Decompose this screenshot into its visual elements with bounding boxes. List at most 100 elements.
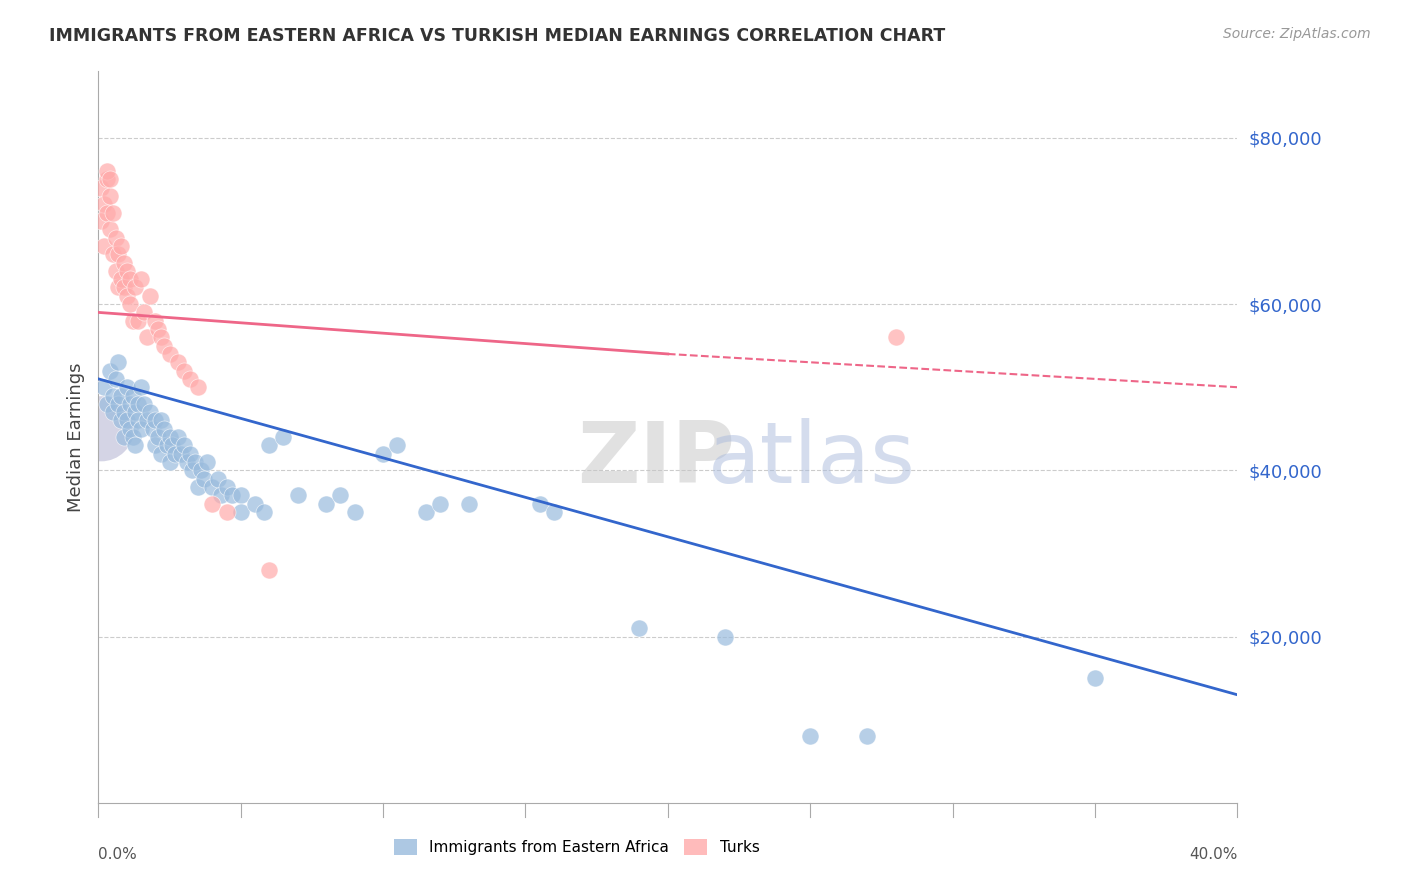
Point xyxy=(104,264,127,278)
Point xyxy=(129,272,152,286)
Point xyxy=(221,488,243,502)
Text: atlas: atlas xyxy=(707,417,915,500)
Point xyxy=(159,347,181,361)
Point xyxy=(173,438,195,452)
Point xyxy=(129,380,152,394)
Point xyxy=(118,397,141,411)
Point xyxy=(543,505,565,519)
Point xyxy=(148,430,170,444)
Point xyxy=(107,280,129,294)
Point xyxy=(101,247,124,261)
Point xyxy=(118,272,141,286)
Point xyxy=(141,422,163,436)
Point xyxy=(110,272,132,286)
Legend: Immigrants from Eastern Africa, Turks: Immigrants from Eastern Africa, Turks xyxy=(388,833,765,861)
Point xyxy=(229,488,252,502)
Point xyxy=(98,189,121,203)
Point xyxy=(132,397,155,411)
Point xyxy=(628,621,651,635)
Point xyxy=(153,422,176,436)
Point xyxy=(162,438,184,452)
Point xyxy=(259,563,281,577)
Point xyxy=(112,280,135,294)
Point xyxy=(101,405,124,419)
Point xyxy=(201,497,224,511)
Point xyxy=(184,455,207,469)
Point xyxy=(101,205,124,219)
Point xyxy=(138,289,160,303)
Point xyxy=(145,314,167,328)
Point xyxy=(110,388,132,402)
Point xyxy=(714,630,737,644)
Point xyxy=(187,380,209,394)
Point xyxy=(173,363,195,377)
Point xyxy=(129,422,152,436)
Point xyxy=(273,430,295,444)
Point xyxy=(159,455,181,469)
Point xyxy=(181,463,204,477)
Point xyxy=(343,505,366,519)
Point xyxy=(799,729,821,743)
Point xyxy=(167,355,190,369)
Point xyxy=(415,505,437,519)
Point xyxy=(179,372,201,386)
Point xyxy=(148,322,170,336)
Point xyxy=(118,297,141,311)
Point xyxy=(195,455,218,469)
Point xyxy=(167,430,190,444)
Point xyxy=(107,397,129,411)
Point xyxy=(193,472,215,486)
Point xyxy=(429,497,451,511)
Point xyxy=(124,280,146,294)
Point xyxy=(529,497,551,511)
Point xyxy=(170,447,193,461)
Point xyxy=(150,330,173,344)
Point xyxy=(215,505,238,519)
Point xyxy=(104,230,127,244)
Point xyxy=(201,480,224,494)
Point xyxy=(127,413,149,427)
Point xyxy=(150,447,173,461)
Point xyxy=(98,363,121,377)
Point xyxy=(98,222,121,236)
Point xyxy=(115,380,138,394)
Point xyxy=(373,447,395,461)
Point xyxy=(229,505,252,519)
Point xyxy=(132,305,155,319)
Point xyxy=(96,172,118,186)
Point xyxy=(856,729,879,743)
Point xyxy=(112,430,135,444)
Point xyxy=(93,380,115,394)
Point xyxy=(135,330,157,344)
Point xyxy=(153,338,176,352)
Point xyxy=(90,180,112,194)
Point xyxy=(107,355,129,369)
Point xyxy=(165,447,187,461)
Y-axis label: Median Earnings: Median Earnings xyxy=(66,362,84,512)
Point xyxy=(115,413,138,427)
Text: ZIP: ZIP xyxy=(576,417,734,500)
Point xyxy=(156,438,179,452)
Point xyxy=(387,438,409,452)
Text: 40.0%: 40.0% xyxy=(1189,847,1237,862)
Point xyxy=(110,239,132,253)
Point xyxy=(90,422,112,436)
Point xyxy=(159,430,181,444)
Point xyxy=(457,497,479,511)
Point xyxy=(884,330,907,344)
Point xyxy=(135,413,157,427)
Point xyxy=(96,397,118,411)
Point xyxy=(1084,671,1107,685)
Point xyxy=(121,388,143,402)
Point xyxy=(190,463,212,477)
Point xyxy=(110,413,132,427)
Point xyxy=(107,247,129,261)
Point xyxy=(112,405,135,419)
Point xyxy=(124,405,146,419)
Point xyxy=(176,455,198,469)
Point xyxy=(215,480,238,494)
Point xyxy=(93,239,115,253)
Text: IMMIGRANTS FROM EASTERN AFRICA VS TURKISH MEDIAN EARNINGS CORRELATION CHART: IMMIGRANTS FROM EASTERN AFRICA VS TURKIS… xyxy=(49,27,945,45)
Text: Source: ZipAtlas.com: Source: ZipAtlas.com xyxy=(1223,27,1371,41)
Point xyxy=(96,205,118,219)
